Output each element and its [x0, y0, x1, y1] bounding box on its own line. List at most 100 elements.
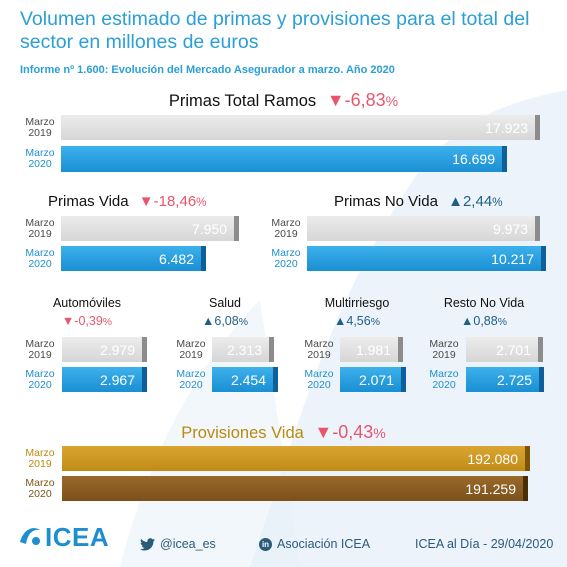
change-value: 0,88 [473, 314, 498, 328]
data-label: 7.950 [191, 220, 227, 237]
linkedin-link[interactable]: in Asociación ICEA [259, 537, 370, 551]
mini-title-automoviles: Automóviles [52, 296, 122, 310]
period-month: Marzo [25, 367, 55, 380]
logo-text: ICEA [45, 522, 110, 552]
page-title: Volumen estimado de primas y provisiones… [20, 8, 530, 53]
section-primas-vida: Primas Vida ▼-18,46% [48, 193, 207, 210]
period-year: 2019 [274, 227, 298, 240]
bar-automoviles-2020: 2.967 [62, 367, 147, 392]
period-month: Marzo [25, 147, 55, 159]
period-year: 2020 [28, 487, 52, 500]
period-year: 2019 [307, 348, 331, 361]
data-label: 2.071 [358, 371, 394, 388]
section-primas-total: Primas Total Ramos ▼-6,83% [0, 90, 567, 111]
change-value: -0,39 [74, 314, 103, 328]
change-value: 4,56 [346, 314, 371, 328]
data-label: 6.482 [158, 250, 194, 267]
twitter-icon [140, 537, 155, 550]
data-label: 10.217 [491, 250, 534, 267]
data-label: 2.313 [226, 341, 262, 358]
change-badge: ▼-18,46% [139, 193, 207, 210]
period-month: Marzo [25, 246, 55, 259]
down-arrow-icon: ▼ [326, 90, 345, 110]
up-arrow-icon: ▲ [202, 314, 215, 328]
section-primas-no-vida: Primas No Vida ▲2,44% [334, 193, 503, 210]
bar-provisiones-2020: 191.259 [62, 476, 528, 501]
icea-swirl-icon [20, 528, 40, 545]
period-month: Marzo [429, 337, 459, 350]
period-month: Marzo [176, 367, 206, 380]
icea-logo: ICEA [16, 522, 109, 553]
footer-date: ICEA al Día - 29/04/2020 [415, 537, 554, 551]
bar-automoviles-2019: 2.979 [62, 337, 147, 362]
period-year: 2019 [28, 126, 52, 139]
period-label-2020: Marzo 2020 [20, 367, 60, 392]
down-arrow-icon: ▼ [61, 314, 75, 328]
data-label: 192.080 [467, 450, 518, 467]
period-label-2020: Marzo 2020 [266, 246, 306, 271]
period-year: 2019 [432, 348, 456, 361]
change-unit: % [196, 196, 207, 209]
linkedin-icon: in [259, 537, 272, 551]
data-label: 191.259 [465, 480, 516, 497]
period-month: Marzo [176, 337, 206, 350]
period-year: 2020 [28, 158, 52, 170]
up-arrow-icon: ▲ [448, 193, 463, 210]
change-unit: % [497, 317, 507, 328]
period-label-2019: Marzo 2019 [299, 337, 339, 362]
data-label: 2.725 [496, 371, 532, 388]
change-badge: ▲6,08% [160, 314, 290, 328]
bar-multirriesgo-2020: 2.071 [340, 367, 406, 392]
change-badge: ▼-6,83% [327, 90, 398, 110]
change-unit: % [370, 317, 380, 328]
change-unit: % [102, 317, 113, 328]
data-label: 1.981 [355, 341, 391, 358]
period-year: 2020 [432, 378, 456, 391]
period-label-2020: Marzo 2020 [20, 246, 60, 271]
period-year: 2019 [28, 457, 52, 470]
change-badge: ▲4,56% [292, 314, 422, 328]
twitter-link[interactable]: @icea_es [140, 537, 216, 551]
change-value: 6,08 [214, 314, 239, 328]
period-label-2020: Marzo 2020 [20, 146, 60, 172]
bar-provisiones-2019: 192.080 [62, 446, 530, 471]
data-label: 9.973 [492, 220, 528, 237]
period-label-2019: Marzo 2019 [20, 216, 60, 241]
period-month: Marzo [304, 367, 334, 380]
period-label-2019: Marzo 2019 [20, 115, 60, 140]
period-year: 2019 [28, 227, 52, 240]
bar-no-vida-2020: 10.217 [307, 246, 546, 271]
bar-salud-2019: 2.313 [212, 337, 274, 362]
period-label-2019: Marzo 2019 [266, 216, 306, 241]
bar-salud-2020: 2.454 [212, 367, 278, 392]
period-label-2020: Marzo 2020 [424, 367, 464, 392]
bar-resto-no-vida-2019: 2.701 [466, 337, 543, 362]
period-month: Marzo [304, 337, 334, 350]
down-arrow-icon: ▼ [138, 193, 154, 210]
data-label: 2.454 [230, 371, 266, 388]
change-unit: % [492, 196, 503, 209]
bar-vida-2020: 6.482 [61, 246, 206, 271]
bar-resto-no-vida-2020: 2.725 [466, 367, 544, 392]
period-label-2020: Marzo 2020 [171, 367, 211, 392]
period-label-2019: Marzo 2019 [20, 446, 60, 471]
bar-total-2020: 16.699 [61, 146, 507, 172]
change-badge: ▼-0,39% [22, 314, 152, 328]
bar-multirriesgo-2019: 1.981 [340, 337, 403, 362]
up-arrow-icon: ▲ [461, 314, 474, 328]
period-month: Marzo [25, 337, 55, 350]
mini-title-resto-no-vida: Resto No Vida [443, 296, 525, 310]
period-year: 2020 [28, 378, 52, 391]
chart-title: Primas No Vida [334, 193, 438, 210]
period-month: Marzo [25, 476, 55, 489]
period-month: Marzo [25, 446, 55, 459]
mini-title-salud: Salud [209, 296, 241, 310]
down-arrow-icon: ▼ [314, 422, 333, 442]
data-label: 2.701 [495, 341, 531, 358]
section-provisiones-vida: Provisiones Vida ▼-0,43% [0, 422, 567, 443]
period-year: 2019 [179, 348, 203, 361]
change-badge: ▲0,88% [419, 314, 549, 328]
change-value: -0,43 [332, 422, 374, 442]
linkedin-name: Asociación ICEA [277, 537, 371, 551]
data-label: 17.923 [485, 119, 528, 136]
